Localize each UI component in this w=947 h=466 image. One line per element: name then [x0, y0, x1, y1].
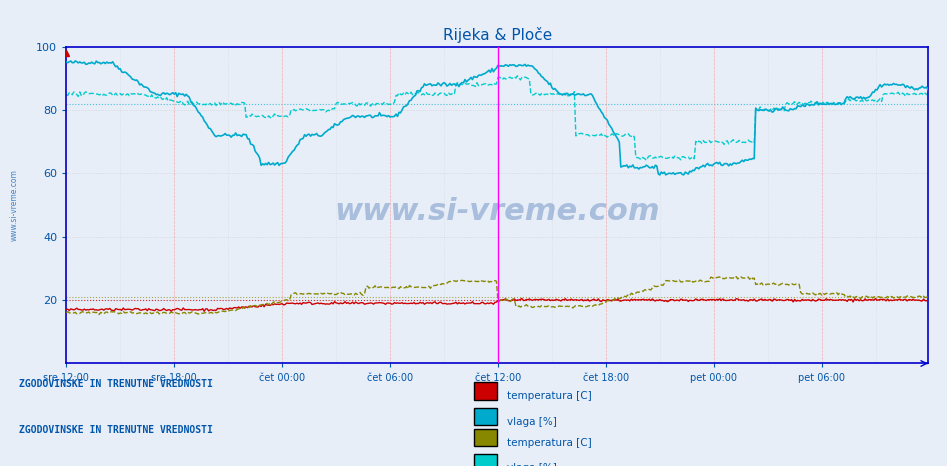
Text: vlaga [%]: vlaga [%] [507, 417, 557, 427]
Title: Rijeka & Ploče: Rijeka & Ploče [442, 27, 552, 43]
Text: www.si-vreme.com: www.si-vreme.com [334, 197, 660, 226]
Text: vlaga [%]: vlaga [%] [507, 463, 557, 466]
Text: ZGODOVINSKE IN TRENUTNE VREDNOSTI: ZGODOVINSKE IN TRENUTNE VREDNOSTI [19, 379, 213, 389]
Text: ZGODOVINSKE IN TRENUTNE VREDNOSTI: ZGODOVINSKE IN TRENUTNE VREDNOSTI [19, 425, 213, 435]
Text: temperatura [C]: temperatura [C] [507, 438, 591, 448]
Text: www.si-vreme.com: www.si-vreme.com [10, 169, 19, 241]
Text: temperatura [C]: temperatura [C] [507, 391, 591, 401]
